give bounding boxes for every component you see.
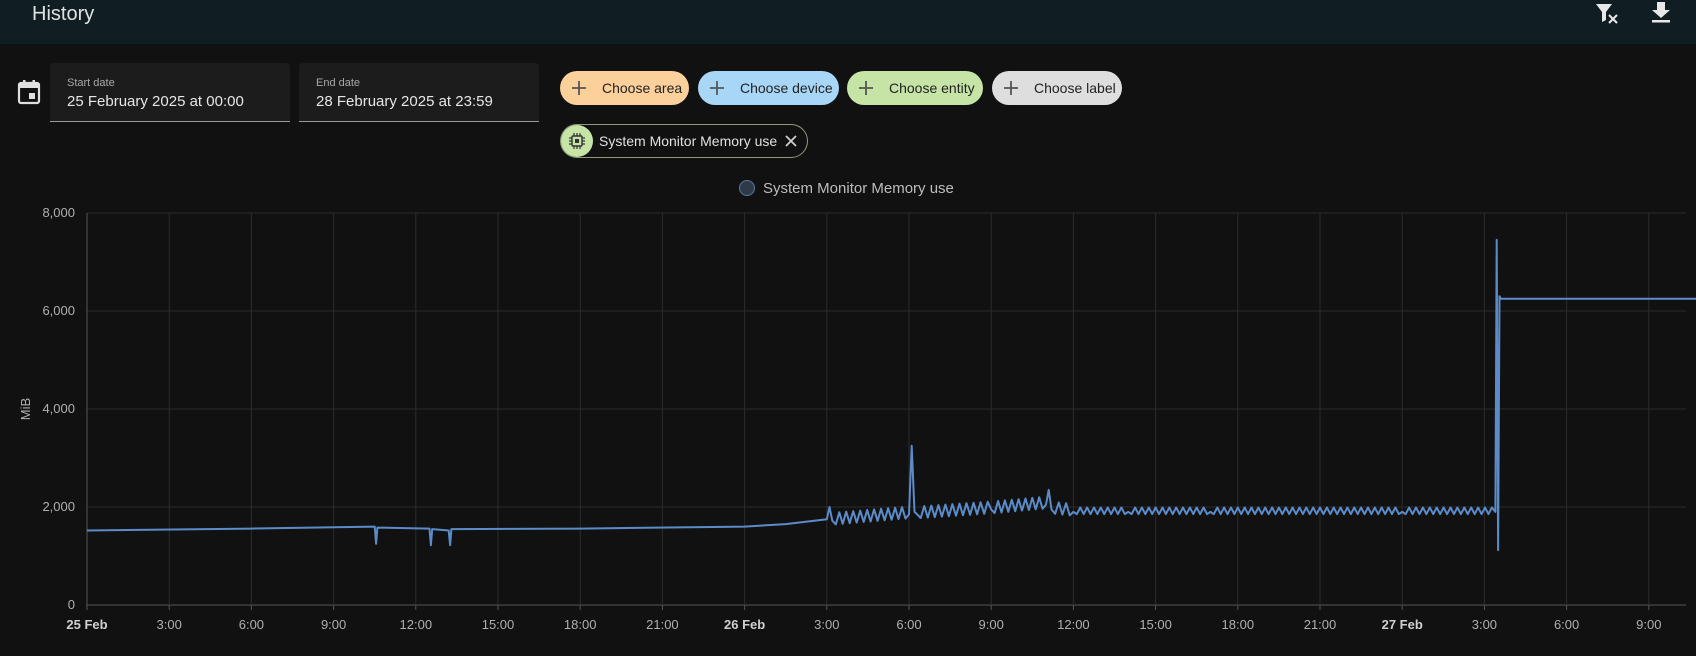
x-tick-label: 9:00 [979,617,1004,632]
x-tick-label: 15:00 [1139,617,1172,632]
x-tick-label: 6:00 [896,617,921,632]
x-tick-label: 12:00 [400,617,433,632]
history-chart[interactable]: 0 2,000 4,000 6,000 8,000 25 Feb 3:00 6:00 9:00 1… [0,200,1696,640]
x-tick-label: 21:00 [1304,617,1337,632]
choose-device-chip[interactable]: Choose device [698,71,839,105]
x-tick-label: 12:00 [1057,617,1090,632]
y-tick-label: 4,000 [42,401,75,416]
chip-icon [561,125,593,157]
x-tick-label: 3:00 [814,617,839,632]
plus-icon [859,81,873,95]
top-app-bar: History [0,0,1696,44]
x-tick-label: 18:00 [1222,617,1255,632]
x-tick-label: 27 Feb [1382,617,1423,632]
x-tick-label: 26 Feb [724,617,765,632]
y-tick-label: 8,000 [42,205,75,220]
end-date-label: End date [316,77,361,89]
y-tick-label: 6,000 [42,303,75,318]
legend-label: System Monitor Memory use [763,179,954,197]
remove-icon[interactable] [781,131,801,151]
x-tick-label: 6:00 [239,617,264,632]
x-tick-label: 25 Feb [66,617,107,632]
chart-legend-item[interactable]: System Monitor Memory use [739,178,954,198]
start-date-value: 25 February 2025 at 00:00 [67,93,244,110]
choose-device-label: Choose device [740,80,833,96]
selected-entity-chip[interactable]: System Monitor Memory use [560,124,808,158]
legend-marker [739,180,755,196]
plus-icon [572,81,586,95]
end-date-value: 28 February 2025 at 23:59 [316,93,493,110]
x-tick-label: 3:00 [157,617,182,632]
x-tick-label: 15:00 [482,617,515,632]
choose-area-chip[interactable]: Choose area [560,71,689,105]
choose-label-chip[interactable]: Choose label [992,71,1122,105]
start-date-field[interactable]: Start date 25 February 2025 at 00:00 [50,63,290,122]
download-icon[interactable] [1647,0,1675,28]
selected-entity-label: System Monitor Memory use [599,133,778,149]
plus-icon [710,81,724,95]
x-tick-label: 9:00 [1636,617,1661,632]
y-tick-label: 2,000 [42,499,75,514]
x-tick-label: 6:00 [1554,617,1579,632]
x-tick-label: 9:00 [321,617,346,632]
series-line [86,238,1696,552]
y-tick-label: 0 [68,597,75,612]
choose-entity-chip[interactable]: Choose entity [847,71,983,105]
x-tick-label: 3:00 [1472,617,1497,632]
plus-icon [1004,81,1018,95]
choose-area-label: Choose area [602,80,683,96]
x-tick-label: 18:00 [564,617,597,632]
x-tick-label: 21:00 [646,617,679,632]
choose-entity-label: Choose entity [889,80,975,96]
end-date-field[interactable]: End date 28 February 2025 at 23:59 [299,63,539,122]
choose-label-label: Choose label [1034,80,1116,96]
calendar-icon[interactable] [17,79,41,105]
y-axis-label: MiB [18,398,33,420]
start-date-label: Start date [67,77,115,89]
filter-remove-icon[interactable] [1593,0,1621,28]
page-title: History [32,3,95,25]
